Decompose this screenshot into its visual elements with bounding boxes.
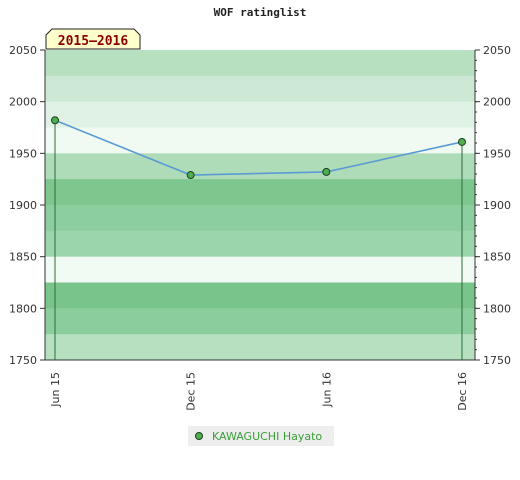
background-band xyxy=(45,230,475,258)
y-tick-label-left: 1900 xyxy=(9,199,37,212)
y-tick-label-right: 1950 xyxy=(483,147,511,160)
background-band xyxy=(45,179,475,206)
background-bands xyxy=(45,50,475,361)
background-band xyxy=(45,282,475,309)
chart-title: WOF ratinglist xyxy=(214,6,307,19)
y-tick-label-left: 1750 xyxy=(9,354,37,367)
x-axis: Jun 15 Dec 15 Jun 16 Dec 16 xyxy=(45,359,475,411)
y-tick-label-right: 2050 xyxy=(483,44,511,57)
x-tick-label: Dec 15 xyxy=(185,372,198,411)
y-tick-label-right: 2000 xyxy=(483,96,511,109)
background-band xyxy=(45,101,475,128)
y-tick-label-left: 1950 xyxy=(9,147,37,160)
legend: KAWAGUCHI Hayato xyxy=(188,426,334,446)
y-tick-label-right: 1900 xyxy=(483,199,511,212)
x-tick-label: Jun 16 xyxy=(320,372,333,408)
season-badge-label: 2015–2016 xyxy=(58,34,129,49)
background-band xyxy=(45,256,475,283)
background-band xyxy=(45,205,475,232)
y-tick-label-left: 1800 xyxy=(9,302,37,315)
background-band xyxy=(45,50,475,77)
data-point xyxy=(51,116,59,125)
data-point xyxy=(458,137,466,146)
series-layer xyxy=(51,116,466,360)
background-band xyxy=(45,75,475,103)
series-line xyxy=(54,119,463,176)
x-tick-label: Jun 15 xyxy=(49,372,62,408)
data-point xyxy=(186,171,195,180)
y-tick-label-left: 1850 xyxy=(9,251,37,264)
y-axis-right: 1750 1800 1850 1900 1950 2000 2050 xyxy=(474,44,511,367)
data-point xyxy=(322,167,331,176)
legend-box xyxy=(188,426,334,446)
y-tick-label-right: 1800 xyxy=(483,302,511,315)
y-tick-label-left: 2050 xyxy=(9,44,37,57)
y-axis-left: 1750 1800 1850 1900 1950 2000 2050 xyxy=(9,44,46,367)
background-band xyxy=(45,334,475,361)
background-band xyxy=(45,153,475,180)
x-tick-label: Dec 16 xyxy=(456,372,469,411)
season-badge-box xyxy=(45,28,141,50)
background-band xyxy=(45,127,475,154)
y-tick-label-right: 1850 xyxy=(483,251,511,264)
y-tick-label-right: 1750 xyxy=(483,354,511,367)
background-band xyxy=(45,308,475,335)
legend-label: KAWAGUCHI Hayato xyxy=(212,430,322,443)
season-badge: 2015–2016 xyxy=(45,28,141,50)
y-tick-label-left: 2000 xyxy=(9,96,37,109)
legend-marker xyxy=(195,432,203,440)
